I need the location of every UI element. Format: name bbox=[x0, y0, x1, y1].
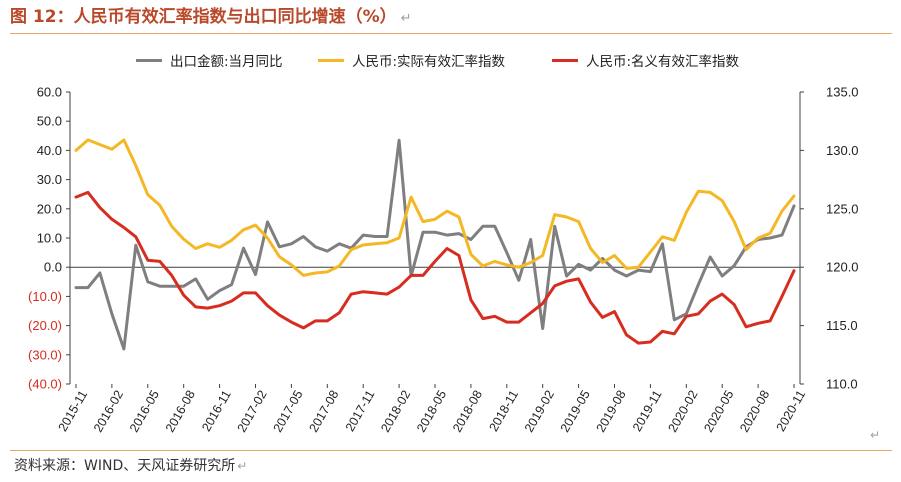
left-tick-label: 30.0 bbox=[37, 172, 62, 187]
right-tick-label: 125.0 bbox=[826, 201, 859, 216]
legend-swatch-export bbox=[136, 58, 162, 62]
figure-title: 图 12：人民币有效汇率指数与出口同比增速（%） ↵ bbox=[10, 4, 412, 30]
left-tick-label: 10.0 bbox=[37, 231, 62, 246]
x-tick-label: 2020-11 bbox=[774, 388, 809, 434]
left-axis-ticks: 60.0 50.0 40.0 30.0 20.0 10.0 0.0 (10.0) (20.0) (… bbox=[28, 85, 70, 392]
legend-swatch-reer bbox=[318, 58, 344, 62]
x-tick-label: 2020-02 bbox=[665, 388, 700, 435]
x-tick-label: 2017-08 bbox=[306, 388, 341, 435]
x-tick-label: 2018-11 bbox=[486, 388, 521, 434]
left-tick-label: (10.0) bbox=[28, 289, 62, 304]
left-tick-label: 60.0 bbox=[37, 85, 62, 100]
x-tick-label: 2019-11 bbox=[630, 388, 665, 434]
legend-label-export: 出口金额:当月同比 bbox=[170, 54, 283, 70]
top-divider bbox=[10, 33, 892, 34]
legend-swatch-neer bbox=[552, 58, 578, 62]
x-tick-label: 2016-02 bbox=[91, 388, 126, 435]
left-tick-label: 20.0 bbox=[37, 201, 62, 216]
x-tick-label: 2018-08 bbox=[450, 388, 485, 435]
legend-item-export: 出口金额:当月同比 bbox=[136, 50, 283, 70]
corner-return-mark-icon: ↵ bbox=[870, 428, 881, 442]
return-mark-icon: ↵ bbox=[400, 11, 412, 26]
x-tick-label: 2015-11 bbox=[56, 388, 91, 434]
right-axis-ticks: 135.0 130.0 125.0 120.0 115.0 110.0 bbox=[800, 85, 859, 392]
x-tick-label: 2018-05 bbox=[414, 388, 449, 435]
x-tick-label: 2019-08 bbox=[594, 388, 629, 435]
right-tick-label: 110.0 bbox=[826, 377, 858, 392]
left-tick-label: (20.0) bbox=[28, 318, 62, 333]
right-tick-label: 120.0 bbox=[826, 260, 859, 275]
x-tick-label: 2016-05 bbox=[127, 388, 162, 435]
right-tick-label: 135.0 bbox=[826, 85, 859, 100]
x-tick-label: 2016-08 bbox=[163, 388, 198, 435]
left-tick-label: 0.0 bbox=[44, 260, 62, 275]
x-tick-label: 2017-11 bbox=[343, 388, 378, 434]
legend-item-neer: 人民币:名义有效汇率指数 bbox=[552, 50, 739, 70]
x-tick-label: 2020-05 bbox=[701, 388, 736, 435]
series-line-1 bbox=[74, 138, 796, 277]
x-axis-ticks: 2015-11 2016-02 2016-05 2016-08 2016-11 2017-… bbox=[56, 384, 809, 435]
x-tick-label: 2018-02 bbox=[378, 388, 413, 435]
legend-item-reer: 人民币:实际有效汇率指数 bbox=[318, 50, 505, 70]
right-tick-label: 115.0 bbox=[826, 318, 858, 333]
left-tick-label: (40.0) bbox=[28, 377, 62, 392]
x-tick-label: 2016-11 bbox=[199, 388, 234, 434]
legend-label-reer: 人民币:实际有效汇率指数 bbox=[352, 54, 506, 70]
source-return-mark-icon: ↵ bbox=[237, 459, 248, 473]
source-note: 资料来源：WIND、天风证券研究所 ↵ bbox=[14, 456, 247, 476]
x-tick-label: 2017-05 bbox=[271, 388, 306, 435]
legend-label-neer: 人民币:名义有效汇率指数 bbox=[586, 54, 740, 70]
x-tick-label: 2019-05 bbox=[558, 388, 593, 435]
series-lines bbox=[74, 138, 796, 351]
x-tick-label: 2017-02 bbox=[235, 388, 270, 435]
left-tick-label: 50.0 bbox=[37, 114, 62, 129]
left-tick-label: 40.0 bbox=[37, 143, 62, 158]
source-text: 资料来源：WIND、天风证券研究所 bbox=[14, 458, 236, 474]
figure-title-text: 图 12：人民币有效汇率指数与出口同比增速（%） bbox=[10, 7, 397, 27]
x-tick-label: 2019-02 bbox=[522, 388, 557, 435]
x-tick-label: 2020-08 bbox=[737, 388, 772, 435]
bottom-divider bbox=[10, 450, 892, 451]
chart-axes bbox=[69, 92, 801, 384]
line-chart: 60.0 50.0 40.0 30.0 20.0 10.0 0.0 (10.0) (20.0) (… bbox=[28, 85, 859, 435]
right-tick-label: 130.0 bbox=[826, 143, 859, 158]
left-tick-label: (30.0) bbox=[28, 347, 62, 362]
